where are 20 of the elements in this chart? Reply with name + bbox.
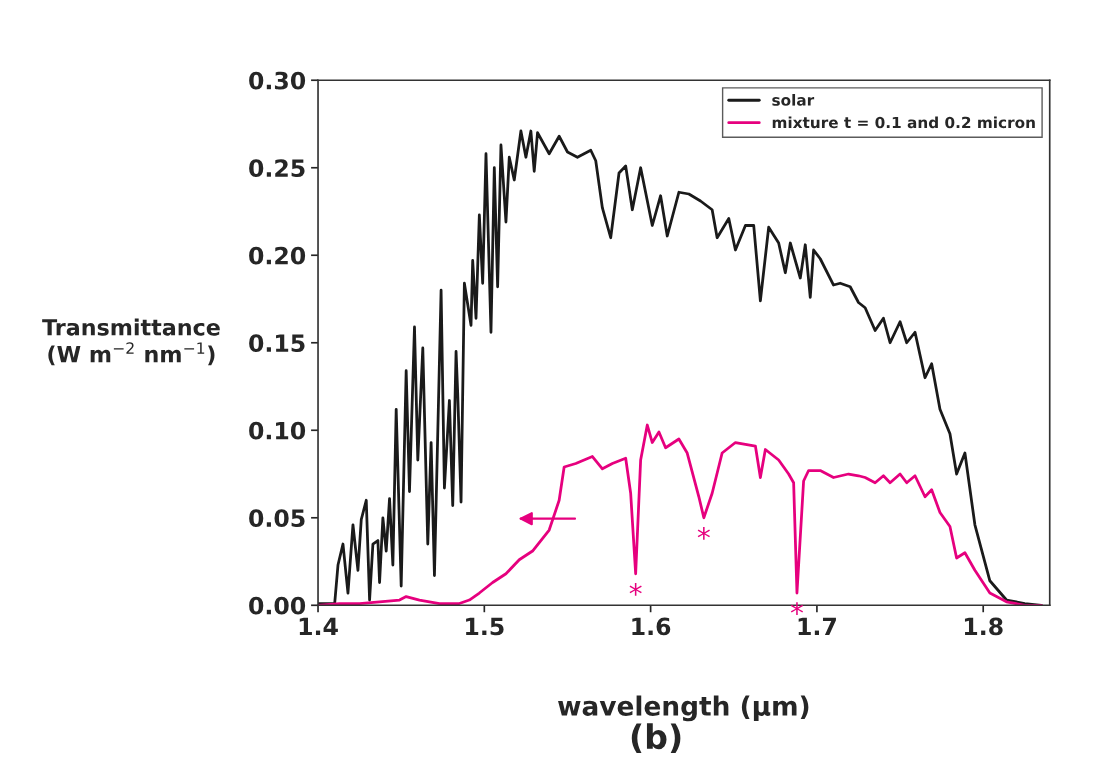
x-tick-label: 1.4	[299, 617, 338, 636]
y-tick-label: 0.10	[249, 421, 306, 440]
y-tick-label: 0.30	[249, 71, 306, 90]
x-tick-label: 1.6	[632, 617, 671, 636]
annotation: *	[790, 602, 804, 615]
y-tick-label: 0.00	[249, 596, 306, 615]
y-tick-label: 0.05	[249, 509, 305, 528]
x-tick-label: 1.8	[964, 617, 1003, 636]
x-tick-label: 1.7	[798, 617, 836, 636]
y-tick-label: 0.15	[249, 334, 305, 353]
y-tick-label: 0.20	[249, 246, 306, 265]
annotation: *	[697, 527, 710, 540]
y-tick-label: 0.25	[249, 159, 305, 178]
legend-label: solar	[772, 93, 815, 106]
x-axis-title: wavelength (μm)	[558, 695, 809, 722]
annotation: *	[629, 583, 642, 596]
y-axis-title: Transmittance (W m$^{−2}$ nm$^{−1}$)	[42, 318, 220, 366]
legend-label: mixture t = 0.1 and 0.2 micron	[772, 116, 1035, 129]
x-tick-label: 1.5	[466, 617, 504, 636]
text: (b)	[631, 723, 681, 754]
